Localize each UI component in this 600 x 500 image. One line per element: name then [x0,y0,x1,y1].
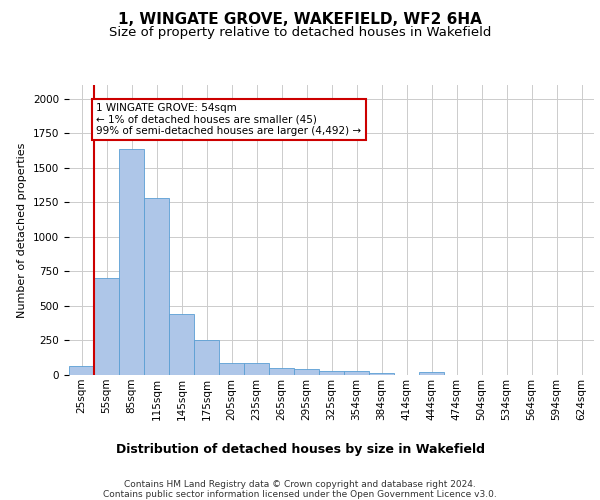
Bar [369,373,394,375]
Bar [344,371,369,375]
Bar [194,340,219,375]
Bar [69,366,94,375]
Bar [319,371,344,375]
Y-axis label: Number of detached properties: Number of detached properties [17,142,28,318]
Bar [419,372,444,375]
Text: 1 WINGATE GROVE: 54sqm
← 1% of detached houses are smaller (45)
99% of semi-deta: 1 WINGATE GROVE: 54sqm ← 1% of detached … [97,103,362,136]
Text: Contains HM Land Registry data © Crown copyright and database right 2024.
Contai: Contains HM Land Registry data © Crown c… [103,480,497,500]
Text: Size of property relative to detached houses in Wakefield: Size of property relative to detached ho… [109,26,491,39]
Text: 1, WINGATE GROVE, WAKEFIELD, WF2 6HA: 1, WINGATE GROVE, WAKEFIELD, WF2 6HA [118,12,482,28]
Bar [219,362,244,375]
Bar [269,368,294,375]
Bar [144,198,169,375]
Bar [169,314,194,375]
Bar [94,278,119,375]
Bar [244,362,269,375]
Text: Distribution of detached houses by size in Wakefield: Distribution of detached houses by size … [115,442,485,456]
Bar [294,370,319,375]
Bar [119,149,144,375]
